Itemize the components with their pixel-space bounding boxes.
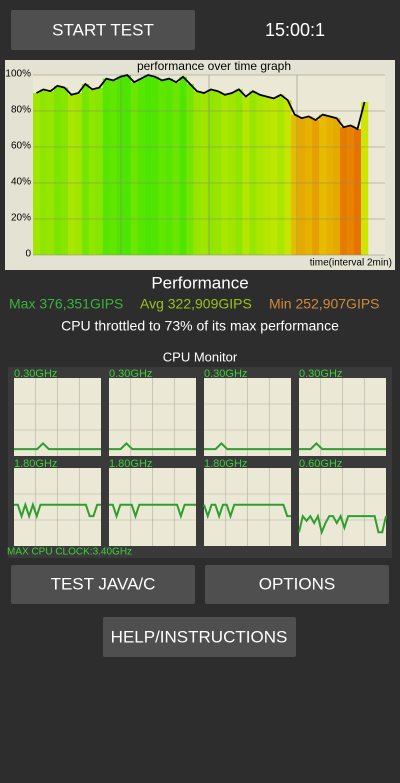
- bar: [39, 89, 48, 256]
- button-bg: [205, 565, 389, 604]
- core-clock-label: 0.30GHz: [109, 368, 152, 380]
- avg-stat: Avg 322,909GIPS: [140, 296, 252, 312]
- bar: [165, 78, 173, 255]
- help-button[interactable]: HELP/INSTRUCTIONS: [103, 617, 296, 657]
- cpu-monitor-title: CPU Monitor: [163, 349, 238, 364]
- bar: [305, 116, 313, 256]
- bar: [207, 89, 215, 256]
- bar: [109, 80, 118, 256]
- bar: [333, 118, 341, 255]
- bar: [249, 91, 257, 255]
- core-clock-line: [109, 503, 196, 520]
- bar: [340, 127, 348, 255]
- bar: [151, 76, 159, 255]
- button-label: OPTIONS: [259, 574, 336, 593]
- bar: [263, 96, 271, 255]
- core-clock-label: 1.80GHz: [14, 458, 57, 470]
- throttle-message: CPU throttled to 73% of its max performa…: [61, 318, 339, 334]
- bar: [179, 76, 187, 255]
- core-clock-line: [14, 441, 101, 451]
- bar: [123, 75, 132, 255]
- bar: [172, 82, 180, 255]
- core-clock-label: 0.30GHz: [204, 368, 247, 380]
- bar: [158, 80, 166, 256]
- y-tick-label: 100%: [5, 69, 31, 80]
- performance-line: [36, 73, 366, 131]
- y-tick-label: 0: [25, 249, 31, 260]
- button-bg: [103, 617, 296, 657]
- bar: [193, 91, 201, 255]
- core-clock-label: 0.30GHz: [299, 368, 342, 380]
- bar: [74, 93, 83, 255]
- y-tick-label: 40%: [11, 177, 31, 188]
- bar: [130, 82, 138, 255]
- bar: [137, 78, 145, 255]
- button-label: HELP/INSTRUCTIONS: [111, 627, 288, 646]
- bar: [354, 129, 362, 255]
- performance-title: Performance: [151, 273, 248, 292]
- core-clock-line: [109, 441, 196, 451]
- button-bg: [11, 10, 195, 50]
- test-button[interactable]: TEST JAVA/C: [11, 565, 195, 604]
- button-label: TEST JAVA/C: [51, 574, 156, 593]
- core-clock-label: 0.30GHz: [14, 368, 57, 380]
- bar: [221, 94, 229, 255]
- bar: [291, 114, 299, 255]
- timer: 15:00:1: [265, 20, 325, 40]
- performance-plot: 0 20% 40% 60% 80% 100%: [5, 69, 385, 260]
- bar: [242, 96, 250, 255]
- bar: [284, 100, 292, 255]
- bar: [67, 94, 76, 255]
- core-clock-line: [298, 513, 387, 536]
- bar: [144, 75, 152, 255]
- y-tick-label: 20%: [11, 213, 31, 224]
- start-button[interactable]: START TEST: [11, 10, 195, 50]
- max-cpu-clock: MAX CPU CLOCK:3.40GHz: [7, 547, 132, 558]
- bar: [326, 116, 334, 256]
- core-clock-label: 1.80GHz: [109, 458, 152, 470]
- max-stat: Max 376,351GIPS: [9, 296, 123, 312]
- bar: [298, 118, 306, 255]
- bar: [60, 87, 69, 255]
- core-graphs: 0.30GHz 0.30GHz 0.30GHz 0.30GHz 1.80GHz 1.80G…: [14, 368, 387, 546]
- bar: [256, 94, 264, 255]
- options-button[interactable]: OPTIONS: [205, 565, 389, 604]
- bar: [228, 93, 236, 255]
- core-clock-line: [204, 441, 291, 451]
- core-clock-line: [203, 503, 291, 520]
- core-clock-line: [14, 501, 101, 520]
- bar: [81, 84, 90, 255]
- bar: [95, 87, 104, 255]
- core-clock-label: 1.80GHz: [204, 458, 247, 470]
- x-axis-label: time(interval 2min): [310, 258, 392, 269]
- bar: [186, 84, 194, 255]
- bar: [319, 114, 327, 255]
- bar: [33, 93, 41, 255]
- core-clock-line: [299, 441, 386, 451]
- bar: [53, 85, 62, 255]
- bar: [116, 76, 125, 255]
- bar: [361, 102, 369, 255]
- bar: [200, 93, 208, 255]
- bar: [277, 94, 285, 255]
- y-tick-label: 60%: [11, 141, 31, 152]
- bar: [235, 89, 243, 256]
- bar: [88, 89, 97, 256]
- button-label: START TEST: [52, 20, 154, 39]
- bar: [214, 91, 222, 255]
- bar: [312, 120, 320, 255]
- core-clock-label: 0.60GHz: [299, 458, 342, 470]
- bar: [347, 125, 355, 256]
- button-bg: [11, 565, 195, 604]
- bar: [102, 78, 111, 255]
- graph-title: performance over time graph: [137, 59, 291, 73]
- y-tick-label: 80%: [11, 105, 31, 116]
- bar: [46, 91, 55, 255]
- min-stat: Min 252,907GIPS: [269, 296, 380, 312]
- bar: [270, 98, 278, 256]
